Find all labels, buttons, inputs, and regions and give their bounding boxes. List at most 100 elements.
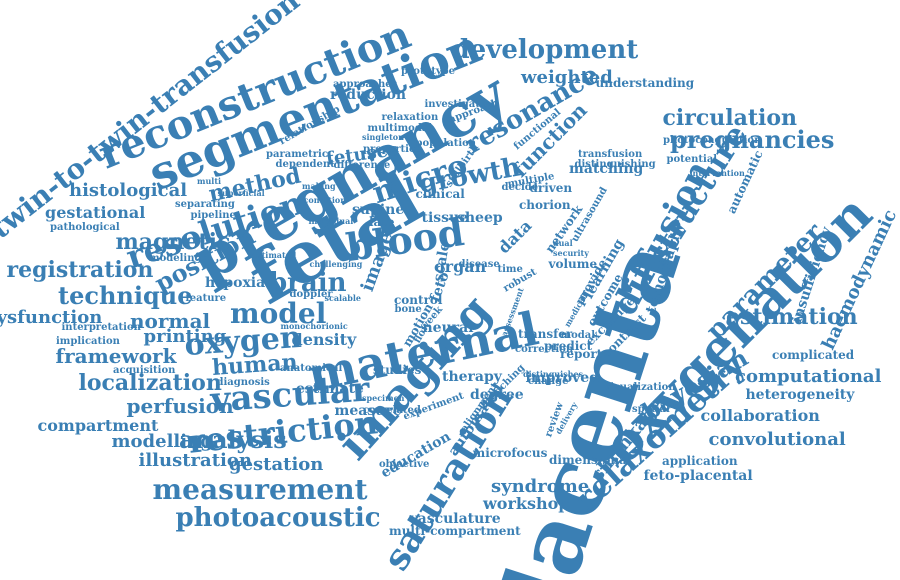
- word: transfer: [518, 327, 573, 341]
- word: feature: [185, 293, 227, 304]
- word: density: [291, 330, 357, 349]
- word: predict: [544, 339, 593, 353]
- word: individual: [308, 216, 354, 226]
- word: organ: [434, 257, 487, 276]
- word: supine: [352, 202, 405, 218]
- word: singleton: [362, 132, 404, 142]
- word: application: [662, 454, 738, 468]
- word: pregnancies: [670, 125, 835, 154]
- word: difference: [333, 160, 391, 171]
- word: tissue: [421, 210, 469, 226]
- word: spatial: [632, 404, 670, 415]
- word: driven: [529, 181, 573, 195]
- word: late: [369, 215, 395, 229]
- word: normal: [130, 309, 211, 333]
- word: transfusion: [578, 149, 643, 160]
- word: clinical: [415, 187, 465, 201]
- word: relaxation: [381, 112, 439, 123]
- word: measure: [334, 403, 402, 419]
- word: volume: [548, 257, 598, 271]
- word: separating: [175, 199, 235, 210]
- word: photocoagulation: [663, 135, 762, 146]
- word: histological: [69, 180, 188, 201]
- word: workshop: [483, 494, 570, 513]
- word: magnetic: [115, 229, 231, 255]
- word: doppler: [289, 289, 333, 300]
- word: convolutional: [708, 429, 846, 450]
- word: modal: [560, 330, 596, 341]
- word: estimate: [296, 381, 364, 397]
- word: hypoxia: [205, 275, 266, 291]
- word: properties: [363, 144, 421, 155]
- word: diagnosis: [216, 377, 270, 388]
- word: estimation: [726, 304, 858, 330]
- word: population: [415, 138, 477, 149]
- word: pipeline: [190, 210, 236, 221]
- word: model: [230, 297, 327, 330]
- word: decide: [501, 182, 539, 193]
- word: multimodal: [367, 123, 433, 134]
- word: change: [528, 376, 569, 387]
- word: chorion: [519, 198, 571, 212]
- word: brain: [269, 268, 347, 298]
- word: matching: [569, 161, 644, 177]
- word: illustration: [138, 450, 252, 471]
- word: disease: [458, 259, 500, 270]
- word: reduction: [330, 87, 407, 103]
- word: perfusion: [126, 394, 234, 418]
- word: parametric: [266, 149, 328, 160]
- word: localization: [78, 370, 222, 396]
- word: analysis: [179, 425, 287, 454]
- word: photoacoustic: [175, 503, 381, 533]
- word: control: [394, 293, 443, 307]
- word: gestation: [229, 454, 324, 475]
- word: superficial: [217, 188, 265, 198]
- word: multi: [197, 176, 222, 186]
- word: pathological: [50, 222, 120, 233]
- word: heterogeneity: [745, 387, 855, 403]
- word: multi-compartment: [389, 524, 521, 538]
- word: interpretation: [61, 322, 141, 333]
- word: estimated: [252, 250, 297, 260]
- word: modeling: [149, 253, 202, 264]
- word: vasculature: [409, 511, 501, 527]
- word: weighted: [521, 67, 613, 88]
- word: microfocus: [472, 446, 548, 460]
- word: neural: [422, 320, 474, 336]
- word: investigation: [424, 99, 498, 110]
- word: collaboration: [700, 406, 820, 425]
- word: scalable: [324, 293, 362, 303]
- word: registration: [6, 257, 154, 283]
- word: correction: [515, 344, 574, 355]
- word: intervention: [689, 168, 745, 178]
- word: degree: [470, 387, 524, 403]
- word: making: [302, 181, 336, 191]
- word: condition: [303, 195, 347, 205]
- word: compartment: [37, 416, 159, 435]
- word: dual: [553, 238, 573, 248]
- word: acquisition: [113, 365, 176, 376]
- word: time: [497, 264, 523, 275]
- word: understanding: [595, 76, 695, 90]
- word: improved: [525, 370, 599, 386]
- word: distinguishing: [574, 159, 656, 170]
- word: framework: [55, 344, 177, 368]
- word: technique: [58, 281, 193, 310]
- word: circulation: [662, 105, 798, 131]
- word: implication: [56, 336, 120, 347]
- word: dysfunction: [0, 307, 103, 328]
- word: dependent: [275, 159, 335, 170]
- word: sheep: [457, 210, 503, 226]
- word: distinguishes: [523, 369, 584, 379]
- word: monochorionic: [280, 321, 348, 331]
- word: report: [560, 347, 603, 361]
- word: development: [451, 35, 639, 65]
- word: specimen: [362, 393, 405, 403]
- word: complicated: [772, 348, 855, 362]
- word: approaches: [333, 79, 398, 90]
- word: computational: [735, 366, 882, 387]
- word: visualization: [604, 382, 676, 393]
- word: modelling: [111, 431, 213, 452]
- word: challenging: [309, 259, 363, 269]
